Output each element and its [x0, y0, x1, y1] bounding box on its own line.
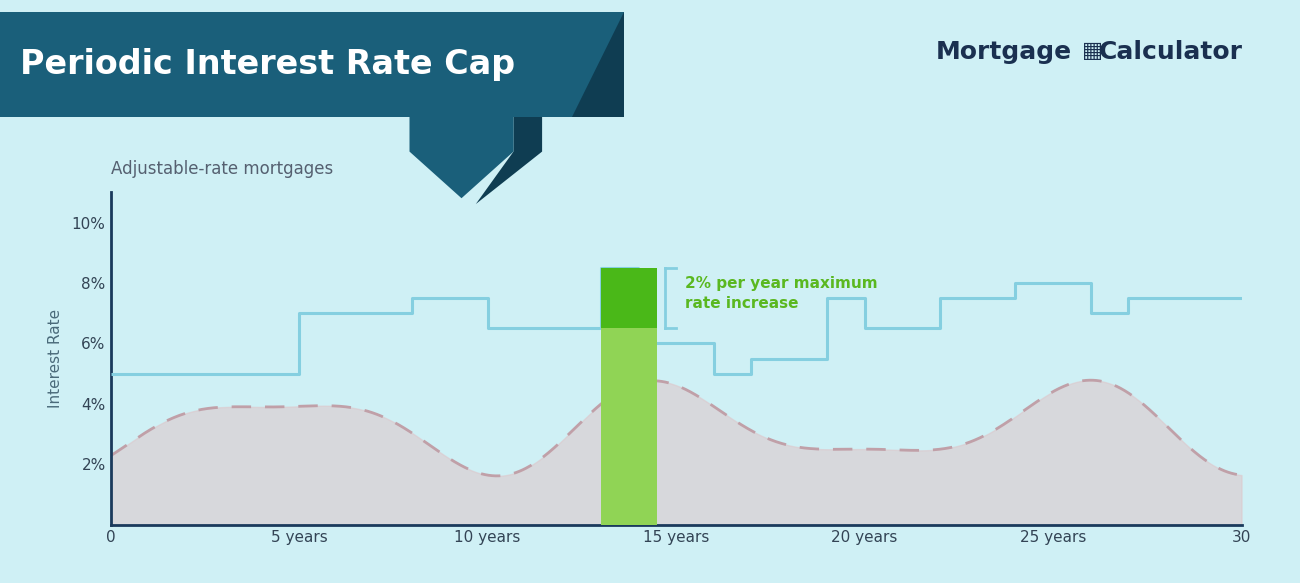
- Text: 2% per year maximum
rate increase: 2% per year maximum rate increase: [685, 276, 878, 311]
- Text: Calculator: Calculator: [1098, 40, 1243, 65]
- Text: Periodic Interest Rate Cap: Periodic Interest Rate Cap: [20, 48, 515, 80]
- Bar: [601, 268, 656, 328]
- Text: Mortgage: Mortgage: [936, 40, 1072, 65]
- Y-axis label: Interest Rate: Interest Rate: [48, 309, 64, 408]
- Text: Adjustable-rate mortgages: Adjustable-rate mortgages: [111, 160, 333, 178]
- Bar: [601, 328, 656, 525]
- Text: ▦: ▦: [1082, 41, 1102, 61]
